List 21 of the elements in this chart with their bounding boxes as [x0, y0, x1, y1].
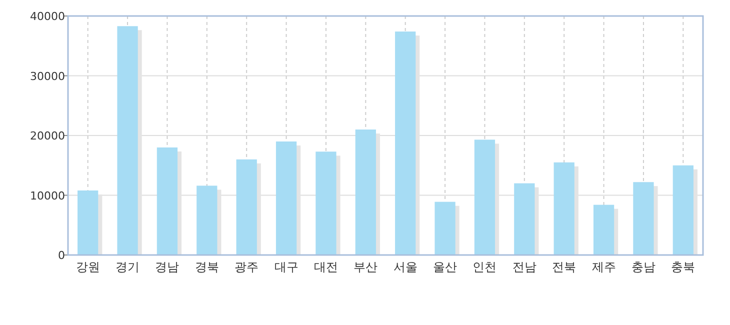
- x-tick-label: 울산: [433, 260, 458, 274]
- x-tick-label: 인천: [472, 260, 497, 274]
- x-tick-label: 서울: [393, 260, 418, 274]
- y-tick-label: 0: [58, 249, 65, 262]
- x-tick-label: 강원: [76, 260, 100, 274]
- y-tick-label: 10000: [30, 189, 65, 202]
- y-tick-label: 20000: [30, 130, 65, 142]
- x-tick-label: 충남: [631, 260, 656, 274]
- x-tick-label: 대구: [274, 260, 298, 274]
- x-tick-label: 전남: [512, 260, 536, 274]
- x-tick-label: 충북: [671, 260, 696, 274]
- x-tick-label: 경남: [155, 260, 180, 274]
- x-tick-label: 부산: [354, 260, 378, 274]
- x-tick-label: 전북: [552, 260, 576, 274]
- x-tick-label: 광주: [234, 260, 259, 274]
- y-tick-label: 40000: [30, 10, 65, 23]
- x-tick-label: 제주: [592, 260, 616, 274]
- x-tick-label: 대전: [314, 260, 338, 274]
- y-tick-label: 30000: [30, 70, 65, 83]
- x-tick-label: 경북: [194, 260, 219, 274]
- x-tick-label: 경기: [116, 260, 140, 274]
